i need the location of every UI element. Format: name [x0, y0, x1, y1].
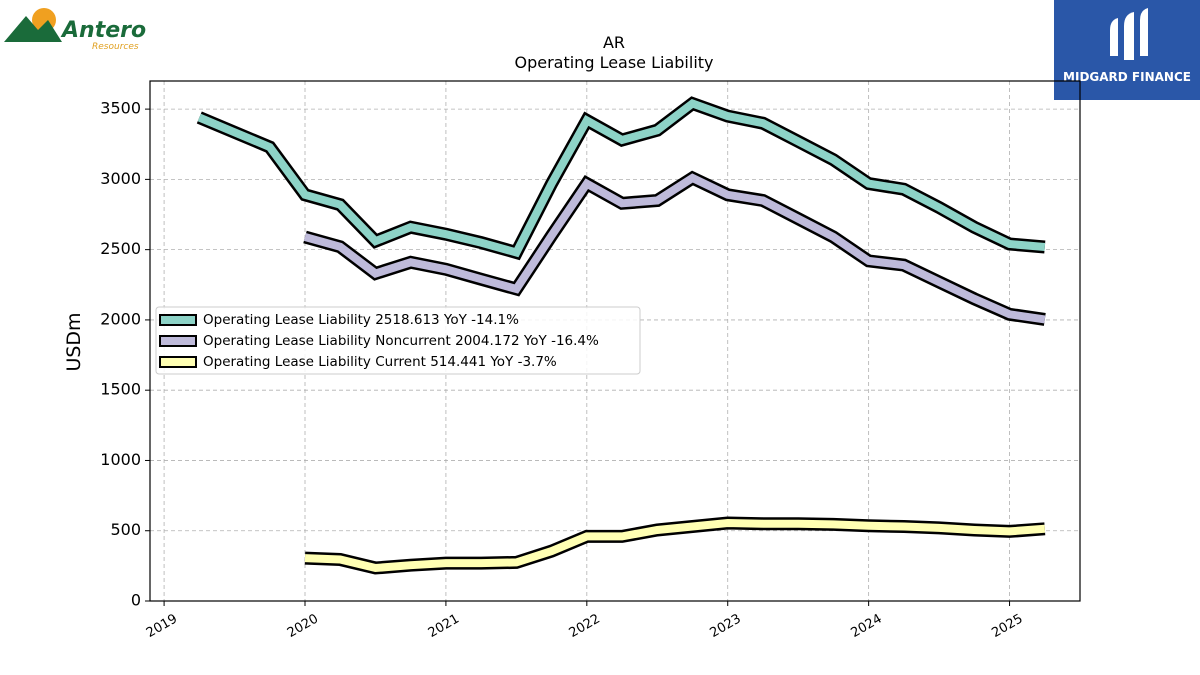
- y-tick-label: 2500: [100, 239, 141, 258]
- y-tick-label: 3000: [100, 169, 141, 188]
- legend-swatch: [159, 314, 197, 326]
- midgard-mark-icon: [1110, 8, 1148, 60]
- legend-swatch: [159, 335, 197, 347]
- x-tick-label: 2023: [708, 611, 744, 641]
- y-tick-label: 3500: [100, 99, 141, 118]
- midgard-wordmark: MIDGARD FINANCE: [1063, 70, 1191, 84]
- x-tick-label: 2024: [848, 611, 884, 641]
- y-tick-label: 1000: [100, 450, 141, 469]
- y-tick-label: 500: [110, 520, 141, 539]
- series-line-outline: [196, 96, 1046, 261]
- y-tick-label: 1500: [100, 380, 141, 399]
- series-line: [197, 99, 1046, 258]
- x-tick-label: 2025: [989, 611, 1025, 641]
- legend-label: Operating Lease Liability 2518.613 YoY -…: [203, 312, 519, 328]
- legend-box: [155, 306, 641, 375]
- y-tick-label: 2000: [100, 309, 141, 328]
- midgard-finance-logo: MIDGARD FINANCE: [1054, 0, 1200, 100]
- x-tick-label: 2022: [567, 611, 603, 641]
- x-axis-ticks: 2019 2020 2021 2022 2023 2024 2025: [144, 601, 1026, 641]
- antero-wordmark: Antero: [62, 18, 147, 43]
- chart-title: AR: [603, 33, 625, 52]
- x-tick-label: 2019: [144, 611, 180, 641]
- y-axis-ticks: 0 500 1000 1500 2000 2500 3000 3500: [100, 99, 150, 610]
- antero-logo: Antero Resources: [4, 4, 154, 56]
- y-axis-label: USDm: [63, 312, 85, 371]
- plot-frame: [149, 80, 1081, 602]
- chart-subtitle: Operating Lease Liability: [514, 53, 713, 72]
- legend-label: Operating Lease Liability Noncurrent 200…: [203, 333, 599, 349]
- antero-subtitle: Resources: [92, 42, 139, 52]
- legend: Operating Lease Liability 2518.613 YoY -…: [155, 306, 641, 375]
- series-line: [303, 173, 1046, 324]
- y-tick-label: 0: [131, 591, 141, 610]
- x-tick-label: 2020: [285, 611, 321, 641]
- series-line: [304, 518, 1046, 573]
- legend-swatch: [159, 356, 197, 368]
- mountain-icon: [4, 8, 62, 42]
- x-tick-label: 2021: [426, 611, 462, 641]
- series-lines: [196, 96, 1046, 575]
- legend-label: Operating Lease Liability Current 514.44…: [203, 354, 557, 370]
